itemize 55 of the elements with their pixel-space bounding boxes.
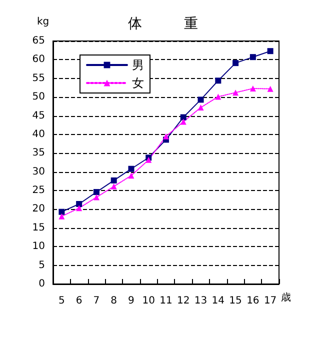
y-tick-label: 0 — [38, 278, 45, 290]
x-tick-label: 5 — [58, 296, 65, 306]
point — [110, 177, 117, 184]
y-tick-label: 60 — [32, 54, 45, 66]
y-tick-label: 35 — [32, 148, 45, 159]
point — [180, 114, 186, 120]
point — [215, 94, 222, 100]
x-tick-label: 10 — [142, 296, 155, 306]
x-tick-label: 8 — [110, 296, 118, 306]
point — [198, 96, 204, 103]
point — [198, 104, 204, 111]
y-tick-label: 55 — [32, 72, 45, 84]
chart-title: 体 重 — [128, 16, 198, 32]
x-tick-label: 11 — [160, 296, 172, 306]
point — [267, 48, 274, 54]
x-tick-label: 16 — [246, 296, 260, 306]
x-tick-label: 15 — [229, 296, 242, 306]
x-tick-label: 14 — [212, 296, 225, 306]
point — [215, 78, 222, 84]
y-tick-label: 20 — [32, 204, 45, 215]
legend-label: 男 — [132, 58, 144, 72]
point — [250, 85, 256, 92]
y-tick-label: 5 — [38, 260, 45, 271]
y-tick-label: 50 — [32, 92, 45, 103]
legend-label: 女 — [132, 76, 144, 90]
point — [163, 133, 169, 140]
point — [180, 118, 186, 125]
x-tick-label: 6 — [76, 296, 82, 306]
y-tick-label: 25 — [32, 185, 45, 196]
point — [267, 86, 274, 92]
y-tick-label: 45 — [32, 110, 45, 122]
y-tick-label: 10 — [32, 241, 45, 252]
y-axis-title: kg — [37, 16, 50, 28]
point — [93, 189, 100, 196]
y-tick-label: 65 — [32, 36, 45, 46]
x-tick-label: 17 — [264, 296, 277, 306]
point — [232, 60, 239, 66]
point — [128, 166, 134, 172]
point — [232, 90, 239, 96]
x-tick-label: 9 — [128, 296, 134, 306]
point — [250, 54, 256, 60]
point — [128, 172, 134, 179]
x-tick-label: 12 — [177, 296, 190, 306]
x-tick-label: 13 — [194, 296, 208, 306]
point — [110, 183, 117, 190]
point — [93, 194, 100, 200]
point — [76, 200, 82, 207]
point — [76, 205, 82, 212]
point — [58, 208, 65, 215]
y-tick-label: 15 — [32, 222, 45, 234]
y-tick-label: 30 — [32, 166, 45, 178]
point — [58, 213, 65, 220]
x-axis-title: 歳 — [281, 292, 291, 304]
x-tick-label: 7 — [93, 296, 100, 306]
y-tick-label: 40 — [32, 128, 45, 140]
